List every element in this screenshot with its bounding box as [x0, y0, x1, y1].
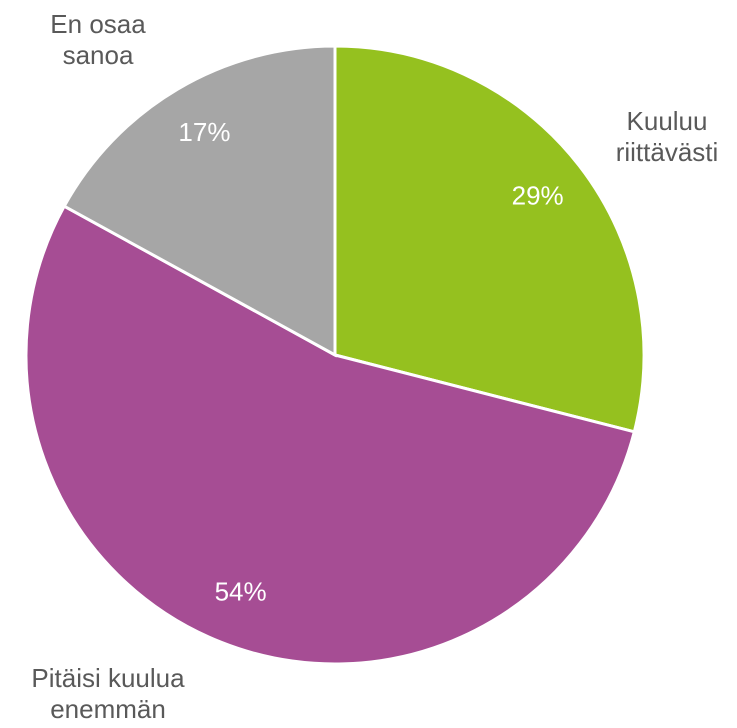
data-label: 29% — [512, 181, 564, 211]
category-label: En osaa sanoa — [50, 9, 146, 70]
category-label: Pitäisi kuulua enemmän — [31, 663, 185, 724]
category-label: Kuuluu riittävästi — [615, 106, 719, 167]
pie-slice — [24, 204, 637, 666]
pie-slice — [62, 44, 337, 358]
data-label: 17% — [178, 117, 230, 147]
pie-slice — [333, 44, 646, 434]
data-label: 54% — [215, 576, 267, 606]
